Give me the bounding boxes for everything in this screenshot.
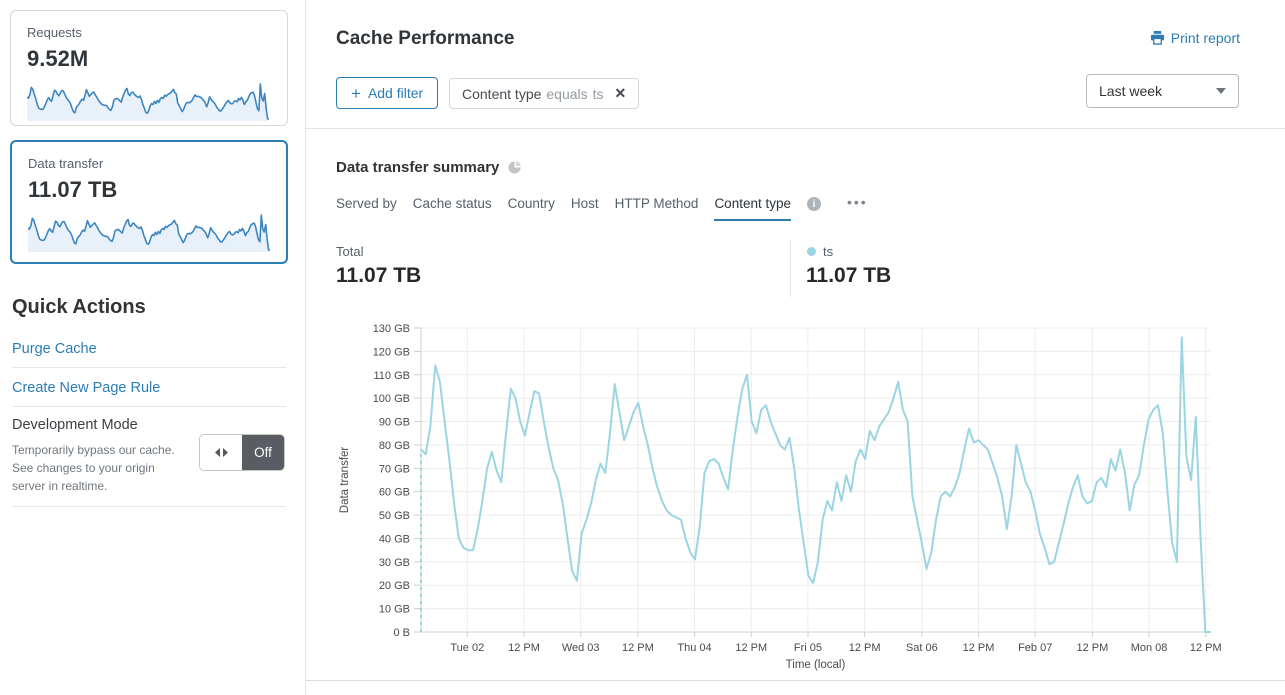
- time-range-select[interactable]: Last week: [1086, 74, 1239, 108]
- legend-item-ts[interactable]: ts: [807, 244, 833, 259]
- remove-filter-icon[interactable]: ✕: [614, 85, 627, 101]
- filter-chip-content-type[interactable]: Content type equals ts ✕: [449, 78, 640, 109]
- data-transfer-metric-card[interactable]: Data transfer 11.07 TB: [10, 140, 288, 264]
- summary-section-title: Data transfer summary: [336, 159, 500, 176]
- svg-text:10 GB: 10 GB: [379, 604, 410, 616]
- totals-divider: [790, 240, 791, 297]
- svg-text:Thu 04: Thu 04: [677, 642, 711, 654]
- development-mode-description: Temporarily bypass our cache. See change…: [12, 443, 175, 493]
- series-color-dot: [807, 247, 816, 256]
- svg-text:110 GB: 110 GB: [374, 370, 411, 382]
- info-icon[interactable]: i: [807, 197, 821, 211]
- tab-served-by[interactable]: Served by: [336, 196, 397, 211]
- development-mode-toggle[interactable]: Off: [199, 434, 285, 471]
- print-report-button[interactable]: Print report: [1150, 30, 1240, 46]
- svg-text:Feb 07: Feb 07: [1018, 642, 1052, 654]
- total-label: Total: [336, 244, 364, 259]
- svg-text:Fri 05: Fri 05: [794, 642, 822, 654]
- svg-text:120 GB: 120 GB: [373, 346, 410, 358]
- quick-actions-divider-2: [12, 406, 286, 407]
- svg-text:100 GB: 100 GB: [373, 393, 410, 405]
- time-range-value: Last week: [1099, 83, 1163, 99]
- development-mode-label: Development Mode: [12, 417, 138, 433]
- svg-text:60 GB: 60 GB: [379, 487, 410, 499]
- filter-value: ts: [592, 85, 604, 102]
- add-filter-label: Add filter: [367, 85, 424, 101]
- svg-text:12 PM: 12 PM: [622, 642, 654, 654]
- svg-text:130 GB: 130 GB: [373, 323, 410, 335]
- filter-operator: equals: [546, 85, 588, 102]
- data-transfer-chart: 0 B 10 GB 20 GB 30 GB 40 GB 50 GB 60 GB 70 GB 80…: [336, 316, 1240, 680]
- requests-card-label: Requests: [27, 25, 82, 40]
- svg-text:12 PM: 12 PM: [735, 642, 767, 654]
- total-value: 11.07 TB: [336, 264, 422, 287]
- line-chart-svg: 0 B 10 GB 20 GB 30 GB 40 GB 50 GB 60 GB 70 GB 80…: [339, 323, 1222, 671]
- svg-text:12 PM: 12 PM: [1076, 642, 1108, 654]
- section-bottom-divider: [306, 680, 1285, 681]
- svg-text:12 PM: 12 PM: [508, 642, 540, 654]
- quick-actions-heading: Quick Actions: [12, 296, 146, 318]
- more-tabs-icon[interactable]: •••: [847, 194, 868, 210]
- svg-text:80 GB: 80 GB: [379, 440, 410, 452]
- page-title: Cache Performance: [336, 28, 515, 49]
- svg-text:70 GB: 70 GB: [379, 463, 410, 475]
- data-transfer-card-value: 11.07 TB: [28, 177, 118, 202]
- plus-icon: +: [351, 83, 361, 103]
- svg-text:Tue 02: Tue 02: [450, 642, 484, 654]
- svg-text:30 GB: 30 GB: [379, 557, 410, 569]
- print-report-label: Print report: [1170, 30, 1240, 46]
- svg-text:Sat 06: Sat 06: [906, 642, 938, 654]
- add-filter-button[interactable]: + Add filter: [336, 77, 439, 109]
- series-value: 11.07 TB: [806, 264, 892, 287]
- svg-text:12 PM: 12 PM: [849, 642, 881, 654]
- main-content: Cache Performance Print report + Add fil…: [306, 0, 1285, 695]
- tab-content-type[interactable]: Content type: [714, 196, 791, 221]
- tab-cache-status[interactable]: Cache status: [412, 196, 492, 211]
- header-divider: [306, 128, 1285, 129]
- quick-actions-divider-1: [12, 367, 286, 368]
- svg-text:12 PM: 12 PM: [1190, 642, 1222, 654]
- tab-country[interactable]: Country: [507, 196, 555, 211]
- svg-text:90 GB: 90 GB: [379, 417, 410, 429]
- data-transfer-sparkline-chart: [28, 214, 270, 252]
- svg-text:Data transfer: Data transfer: [339, 447, 351, 514]
- requests-metric-card[interactable]: Requests 9.52M: [10, 10, 288, 126]
- toggle-off-state: Off: [242, 435, 284, 470]
- tab-http-method[interactable]: HTTP Method: [614, 196, 699, 211]
- svg-text:20 GB: 20 GB: [379, 580, 410, 592]
- chevron-down-icon: [1216, 88, 1226, 94]
- svg-text:Wed 03: Wed 03: [562, 642, 600, 654]
- printer-icon: [1150, 31, 1164, 45]
- requests-sparkline-chart: [27, 83, 269, 121]
- analytics-sidebar: Requests 9.52M Data transfer 11.07 TB Qu…: [0, 0, 306, 695]
- summary-dimension-tabs: Served by Cache status Country Host HTTP Met…: [336, 194, 868, 221]
- filter-field: Content type: [462, 85, 542, 102]
- purge-cache-link[interactable]: Purge Cache: [12, 341, 97, 357]
- svg-text:12 PM: 12 PM: [963, 642, 995, 654]
- svg-text:50 GB: 50 GB: [379, 510, 410, 522]
- pie-chart-icon: [508, 161, 522, 174]
- toggle-arrows-icon: [200, 435, 242, 470]
- svg-text:40 GB: 40 GB: [379, 533, 410, 545]
- tab-host[interactable]: Host: [570, 196, 599, 211]
- requests-card-value: 9.52M: [27, 46, 89, 71]
- quick-actions-divider-3: [12, 506, 286, 507]
- svg-text:Time (local): Time (local): [786, 659, 846, 671]
- data-transfer-card-label: Data transfer: [28, 156, 104, 171]
- series-name: ts: [823, 244, 834, 259]
- svg-text:0 B: 0 B: [393, 627, 410, 639]
- svg-text:Mon 08: Mon 08: [1131, 642, 1168, 654]
- create-page-rule-link[interactable]: Create New Page Rule: [12, 380, 161, 396]
